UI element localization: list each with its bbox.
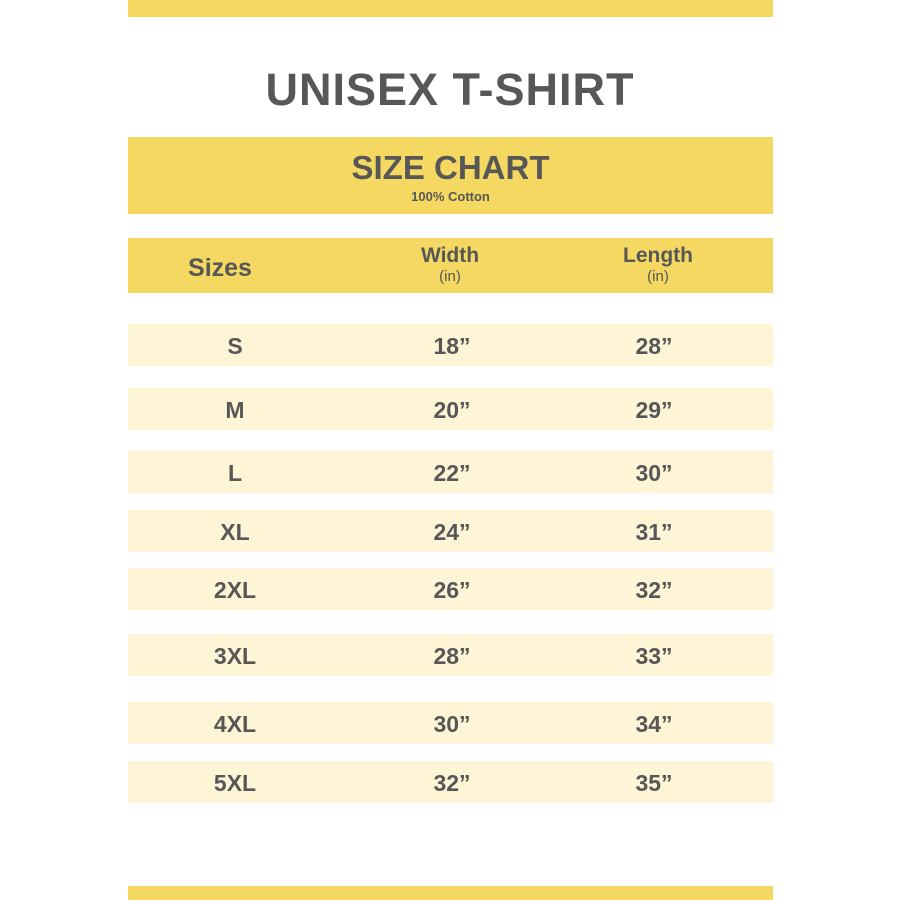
cell-width: 28” [433,643,471,669]
table-header: Sizes Width (in) Length (in) [128,238,773,293]
cell-width: 24” [433,519,471,545]
cell-length: 30” [635,460,673,486]
cell-size: 2XL [213,577,257,603]
cell-width: 30” [433,711,471,737]
cell-length: 31” [635,519,673,545]
size-chart-banner: SIZE CHART 100% Cotton [128,137,773,214]
table-row: L 22” 30” [128,451,773,493]
cell-size: 3XL [213,643,257,669]
table-row: 4XL 30” 34” [128,702,773,744]
cell-width: 26” [433,577,471,603]
table-row: XL 24” 31” [128,510,773,552]
cell-size: XL [220,519,250,545]
cell-length: 32” [635,577,673,603]
material: 100% Cotton [411,189,490,204]
cell-length: 35” [635,770,673,796]
cell-width: 22” [433,460,471,486]
cell-width: 20” [433,397,471,423]
top-bar [128,0,773,17]
header-width-label: Width [420,244,480,267]
table-row: 5XL 32” 35” [128,761,773,803]
table-row: M 20” 29” [128,388,773,430]
cell-size: 4XL [213,711,257,737]
page-title: UNISEX T-SHIRT [265,64,635,115]
cell-length: 34” [635,711,673,737]
cell-length: 28” [635,333,673,359]
cell-size: L [227,460,243,486]
table-row: 3XL 28” 33” [128,634,773,676]
header-length: Length (in) [578,244,738,285]
header-length-unit: (in) [647,268,669,285]
cell-width: 18” [433,333,471,359]
cell-width: 32” [433,770,471,796]
header-width: Width (in) [370,244,530,285]
header-width-unit: (in) [439,268,461,285]
cell-length: 29” [635,397,673,423]
table-row: 2XL 26” 32” [128,568,773,610]
header-length-label: Length [623,244,693,267]
cell-size: S [227,333,243,359]
cell-length: 33” [635,643,673,669]
cell-size: M [225,397,245,423]
table-row: S 18” 28” [128,324,773,366]
cell-size: 5XL [213,770,257,796]
bottom-bar [128,886,773,900]
subtitle: SIZE CHART [351,149,550,186]
header-sizes: Sizes [188,254,252,282]
